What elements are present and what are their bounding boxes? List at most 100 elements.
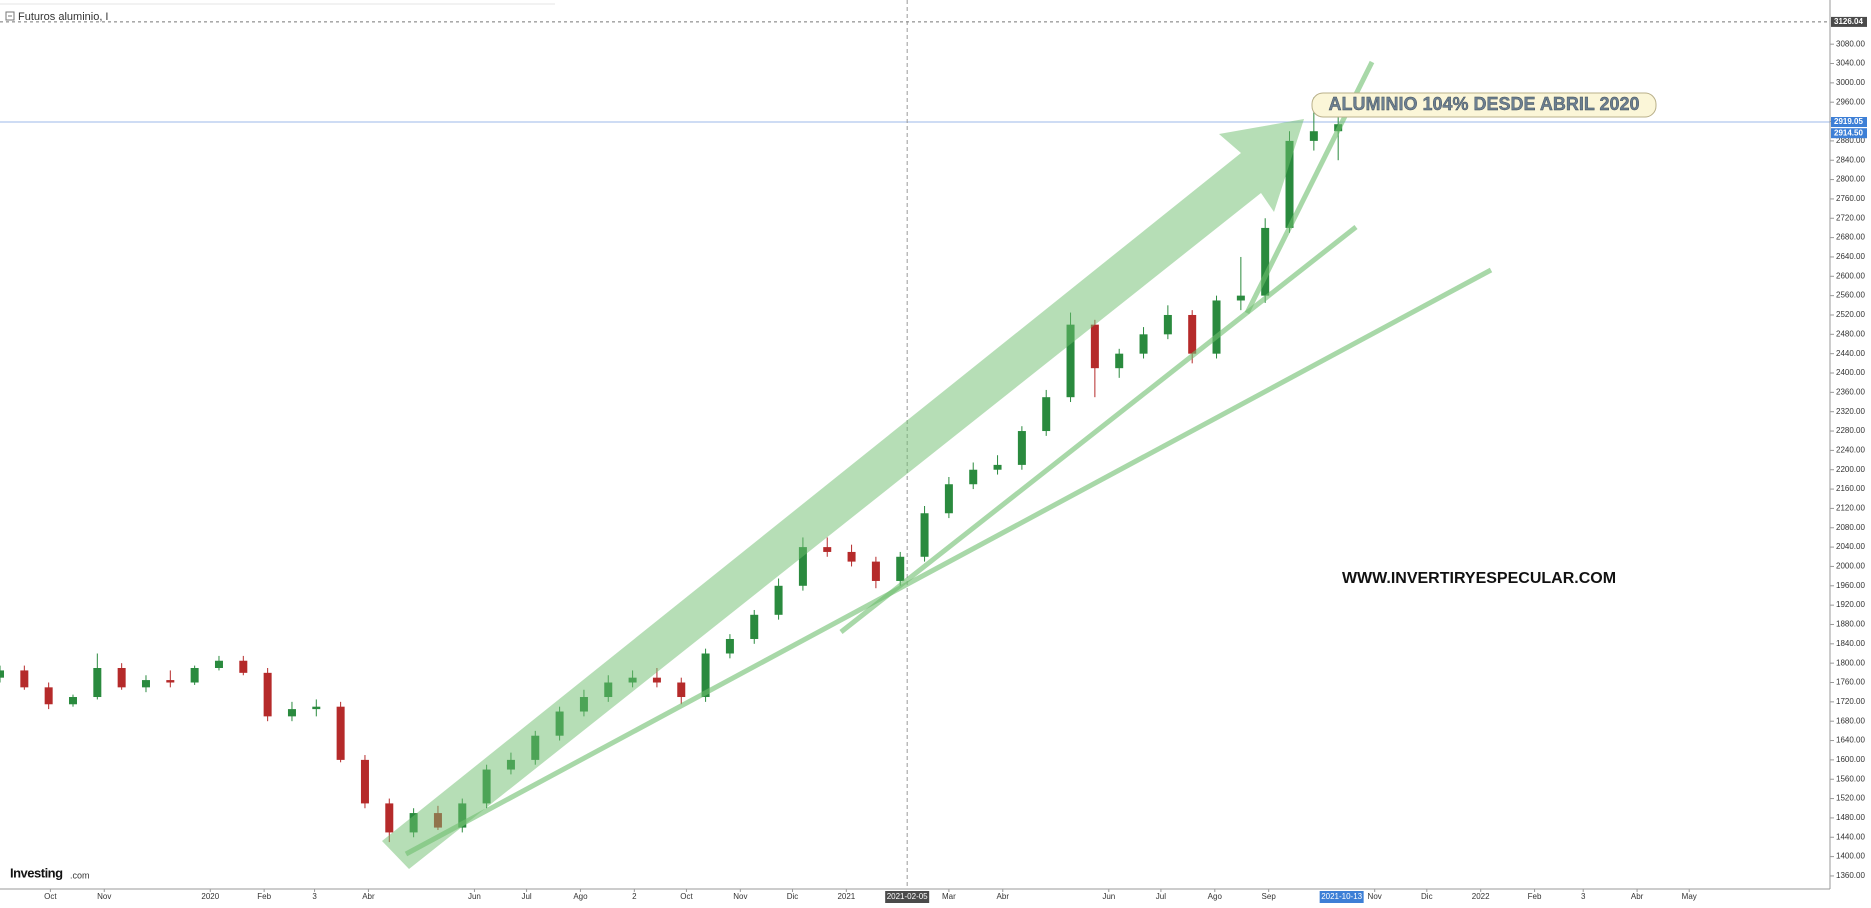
y-tick-label: 2040.00 (1836, 542, 1865, 551)
y-tick-label: 1520.00 (1836, 794, 1865, 803)
candle-body (725, 638, 734, 654)
x-tick-label: Jul (1156, 892, 1166, 901)
y-tick-label: 2680.00 (1836, 233, 1865, 242)
y-tick-label: 1360.00 (1836, 871, 1865, 880)
candle-body (1090, 324, 1099, 369)
candle-body (774, 585, 783, 615)
y-tick-label: 2280.00 (1836, 426, 1865, 435)
chart-title: Futuros aluminio, I (18, 11, 108, 23)
trend-line (839, 225, 1358, 634)
price-tag (1831, 117, 1867, 128)
y-tick-label: 2800.00 (1836, 175, 1865, 184)
price-tag-label: 3126.04 (1834, 17, 1863, 26)
candle-body (1212, 300, 1221, 354)
x-tick-label: Ago (573, 892, 588, 901)
y-tick-label: 3080.00 (1836, 39, 1865, 48)
candle-body (1017, 431, 1026, 465)
y-tick-label: 2960.00 (1836, 97, 1865, 106)
candle-body (141, 680, 150, 688)
x-tick-label: 3 (312, 892, 317, 901)
x-tick-label: Oct (680, 892, 693, 901)
x-marker-tag (1319, 891, 1364, 903)
x-tick-label: Dic (1421, 892, 1433, 901)
x-tick-label: Abr (997, 892, 1010, 901)
y-tick-label: 2640.00 (1836, 252, 1865, 261)
candle-body (93, 668, 102, 698)
y-tick-label: 1760.00 (1836, 678, 1865, 687)
candle-body (1285, 140, 1294, 228)
x-marker-label: 2021-02-05 (887, 892, 928, 901)
y-tick-label: 2600.00 (1836, 271, 1865, 280)
candle-body (1236, 295, 1245, 301)
y-tick-label: 2720.00 (1836, 213, 1865, 222)
y-tick-label: 1560.00 (1836, 774, 1865, 783)
candle-body (993, 464, 1002, 470)
candle-body (117, 668, 126, 688)
x-tick-label: 3 (1581, 892, 1586, 901)
x-tick-label: Jul (521, 892, 531, 901)
y-tick-label: 2560.00 (1836, 291, 1865, 300)
candle-body (336, 706, 345, 760)
candle-body (1139, 334, 1148, 354)
candle-body (239, 660, 248, 673)
drawings: ALUMINIO 104% DESDE ABRIL 2020 WWW.INVER… (382, 60, 1657, 869)
candle-body (1115, 353, 1124, 369)
candle-body (0, 670, 4, 678)
candle-body (20, 670, 29, 688)
y-tick-label: 2520.00 (1836, 310, 1865, 319)
x-tick-label: Jun (1102, 892, 1115, 901)
y-tick-label: 1600.00 (1836, 755, 1865, 764)
candle-body (798, 547, 807, 586)
x-tick-label: Feb (1528, 892, 1542, 901)
y-tick-label: 1440.00 (1836, 832, 1865, 841)
candle-body (190, 668, 199, 683)
y-tick-label: 1640.00 (1836, 736, 1865, 745)
candle-body (871, 561, 880, 581)
candle-body (750, 614, 759, 639)
x-tick-label: Abr (362, 892, 375, 901)
legend-icon (5, 11, 15, 21)
candle-body (44, 687, 53, 705)
candle-body (847, 551, 856, 562)
y-tick-label: 2440.00 (1836, 349, 1865, 358)
y-tick-label: 1880.00 (1836, 620, 1865, 629)
y-tick-label: 2120.00 (1836, 504, 1865, 513)
candle-body (1309, 131, 1318, 141)
x-tick-label: Jun (468, 892, 481, 901)
annotation-text: ALUMINIO 104% DESDE ABRIL 2020 (1328, 94, 1639, 114)
candle-body (944, 484, 953, 514)
x-tick-label: 2022 (1472, 892, 1490, 901)
x-tick-label: Mar (942, 892, 956, 901)
price-tag (1831, 16, 1867, 27)
x-tick-label: Dic (787, 892, 799, 901)
y-tick-label: 1720.00 (1836, 697, 1865, 706)
y-tick-label: 2840.00 (1836, 155, 1865, 164)
candle-body (896, 556, 905, 581)
candle-body (701, 653, 710, 698)
y-tick-label: 2200.00 (1836, 465, 1865, 474)
x-tick-label: 2 (632, 892, 637, 901)
annotation-box (1311, 92, 1657, 118)
logo: Investing (10, 865, 63, 880)
y-tick-label: 2240.00 (1836, 445, 1865, 454)
x-tick-label: Ago (1208, 892, 1223, 901)
candle-body (385, 803, 394, 833)
logo: .com (70, 870, 90, 880)
candle-body (969, 469, 978, 485)
y-tick-label: 1400.00 (1836, 852, 1865, 861)
x-tick-label: Nov (733, 892, 747, 901)
y-tick-label: 1480.00 (1836, 813, 1865, 822)
candle-body (312, 706, 321, 710)
x-tick-label: Abr (1631, 892, 1644, 901)
x-tick-label: Nov (1368, 892, 1382, 901)
candle-body (1188, 314, 1197, 354)
price-tag-label: 2914.50 (1834, 128, 1863, 137)
x-tick-label: May (1682, 892, 1697, 901)
y-tick-label: 2760.00 (1836, 194, 1865, 203)
candle-body (68, 697, 77, 705)
candle-body (1163, 314, 1172, 335)
x-tick-label: 2021 (837, 892, 855, 901)
